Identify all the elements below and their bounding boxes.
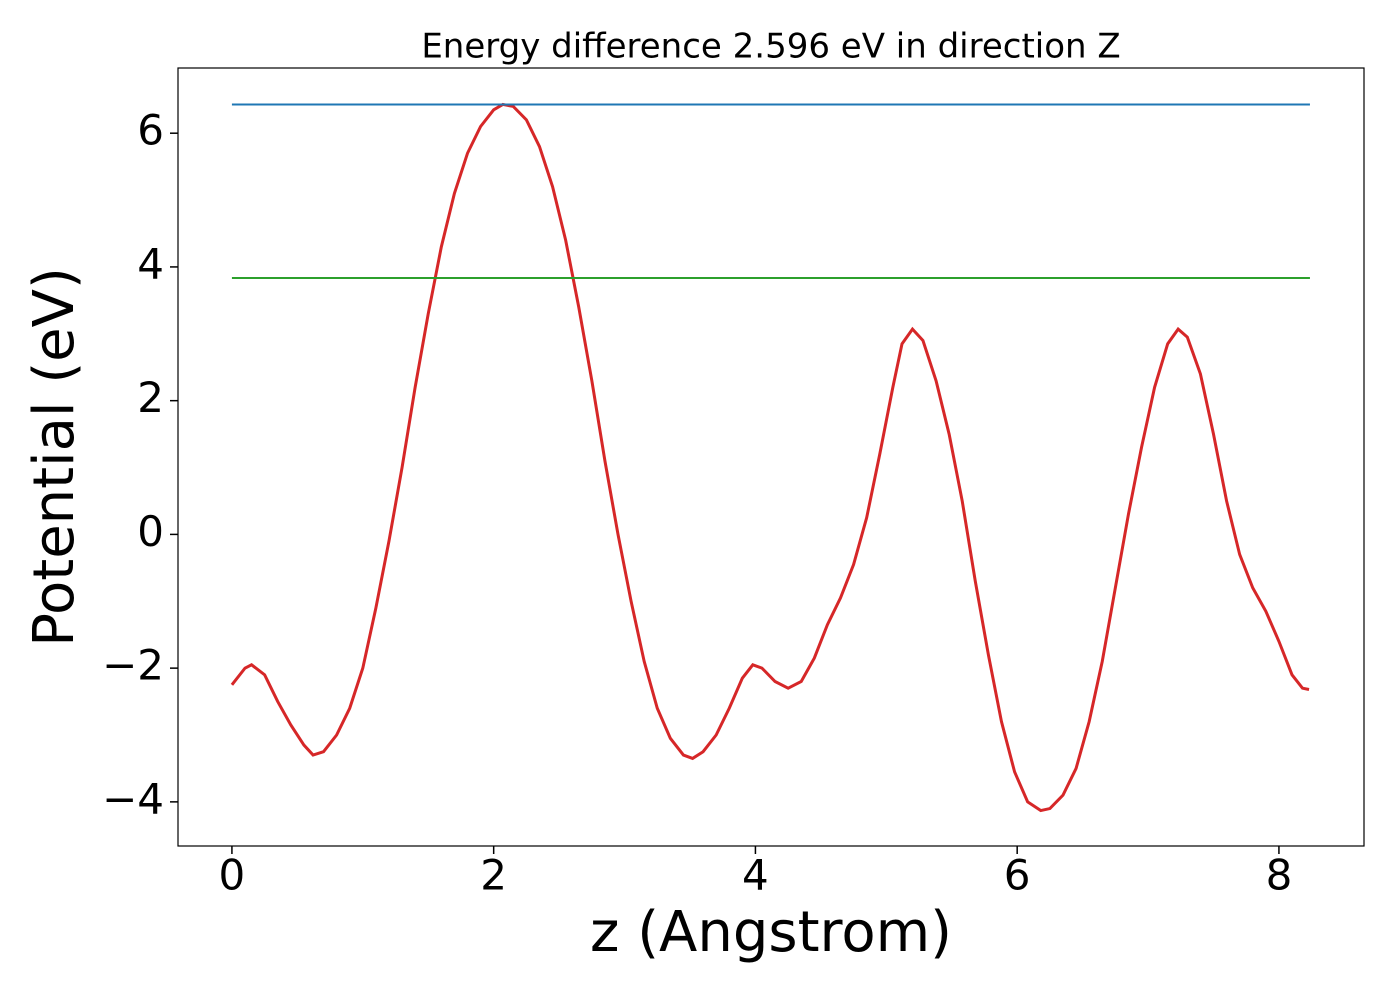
x-tick-label: 4: [742, 851, 769, 900]
y-tick-label: 0: [137, 507, 164, 556]
line-series: [230, 102, 1310, 813]
x-tick-label: 8: [1266, 851, 1293, 900]
plot-frame: [177, 67, 1365, 847]
y-tick-label: 4: [137, 239, 164, 288]
y-tick-label: −4: [102, 774, 164, 823]
chart-title: Energy difference 2.596 eV in direction …: [421, 27, 1120, 67]
y-tick-label: 2: [137, 373, 164, 422]
y-tick-label: 6: [137, 106, 164, 155]
x-tick-label: 6: [1004, 851, 1031, 900]
y-axis-label: Potential (eV): [22, 267, 87, 647]
x-axis-label: z (Angstrom): [590, 900, 952, 965]
x-tick-label: 2: [480, 851, 507, 900]
y-tick-label: −2: [102, 641, 164, 690]
x-tick-label: 0: [219, 851, 246, 900]
